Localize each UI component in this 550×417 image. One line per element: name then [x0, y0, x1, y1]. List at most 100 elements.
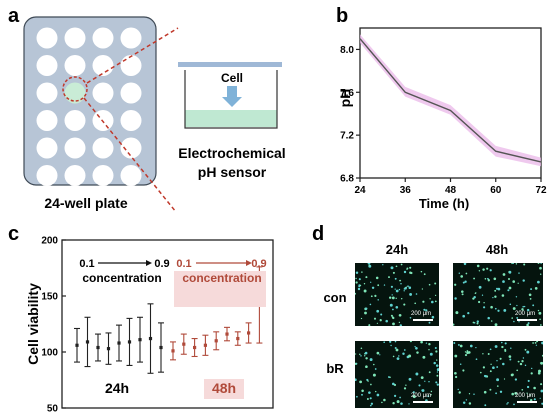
cell-dot — [391, 296, 395, 300]
data-point — [203, 343, 207, 347]
cell-dot — [527, 379, 530, 382]
cell-dot — [376, 351, 380, 355]
cell-dot — [368, 324, 371, 326]
cell-dot — [489, 348, 492, 351]
cell-dot — [394, 288, 396, 290]
cell-dot — [403, 290, 405, 292]
cell-dot — [381, 401, 383, 404]
cell-dot — [423, 308, 426, 311]
cell-dot — [459, 344, 463, 348]
cell-dot — [403, 349, 406, 351]
cell-dot — [526, 323, 529, 326]
cell-dot — [372, 373, 376, 377]
zoom-line-upper — [86, 27, 179, 84]
cell-dot — [359, 353, 361, 356]
cell-dot — [516, 304, 518, 307]
cell-dot — [509, 358, 512, 361]
concentration-highlight — [174, 271, 266, 307]
cell-dot — [454, 371, 457, 375]
cell-dot — [479, 371, 482, 374]
cell-dot — [497, 287, 501, 291]
ph-x-tick-label: 48 — [445, 185, 457, 196]
cell-dot — [390, 266, 394, 270]
cell-dot — [402, 352, 405, 356]
cell-dot — [478, 325, 481, 326]
cell-dot — [475, 358, 478, 361]
cell-dot — [433, 361, 436, 365]
cell-dot — [517, 360, 520, 363]
cell-dot — [465, 399, 468, 401]
data-point — [214, 339, 218, 343]
cell-dot — [472, 321, 475, 324]
cell-dot — [516, 369, 519, 372]
cell-dot — [463, 263, 467, 266]
micrograph-24h-con: 200 μm — [355, 263, 439, 326]
cell-dot — [435, 381, 438, 384]
cell-dot — [422, 355, 426, 359]
cell-dot — [405, 286, 407, 288]
cell-dot — [415, 372, 419, 376]
cell-dot — [365, 365, 368, 369]
sensor-caption-2: pH sensor — [198, 164, 267, 180]
ph-error-band — [360, 34, 541, 167]
cell-dot — [361, 389, 364, 393]
cell-dot — [394, 346, 397, 350]
cell-dot — [516, 316, 519, 319]
well — [120, 110, 142, 131]
cell-dot — [427, 395, 430, 398]
data-point — [106, 347, 111, 351]
cell-dot — [428, 371, 431, 374]
cell-dot — [356, 395, 358, 398]
cell-dot — [483, 306, 486, 309]
cell-dot — [374, 294, 377, 298]
cell-dot — [521, 308, 524, 311]
cell-dot — [453, 342, 456, 344]
cell-dot — [496, 385, 499, 387]
cell-dot — [466, 351, 469, 355]
cell-dot — [435, 364, 439, 367]
cell-dot — [537, 309, 540, 312]
cell-dot — [524, 348, 527, 351]
cell-dot — [414, 302, 417, 305]
cell-dot — [385, 319, 388, 323]
cell-dot — [473, 277, 476, 280]
cell-dot — [510, 347, 512, 349]
cell-dot — [394, 341, 397, 343]
viability-y-tick-label: 100 — [41, 348, 58, 359]
cell-dot — [537, 371, 541, 375]
cell-dot — [467, 311, 470, 315]
ph-y-axis-title: pH — [337, 89, 353, 108]
cell-dot — [539, 397, 541, 399]
cell-dot — [494, 307, 497, 310]
cell-dot — [535, 344, 538, 346]
cell-dot — [434, 300, 437, 303]
cell-dot — [462, 369, 465, 372]
cell-dot — [369, 404, 372, 407]
cell-dot — [428, 283, 431, 286]
ph-x-tick-label: 60 — [490, 185, 502, 196]
cell-dot — [490, 320, 493, 322]
cell-dot — [377, 299, 379, 301]
cell-dot — [521, 388, 524, 391]
cell-dot — [396, 357, 400, 360]
cell-dot — [476, 320, 479, 323]
cell-dot — [486, 267, 489, 270]
cell-dot — [420, 341, 423, 344]
cell-dot — [532, 342, 534, 344]
cell-dot — [459, 363, 462, 365]
cell-dot — [374, 368, 377, 370]
cell-dot — [436, 383, 439, 386]
well — [92, 82, 114, 104]
cell-dot — [363, 283, 366, 285]
col-header-24h: 24h — [386, 242, 408, 257]
cell-dot — [355, 363, 358, 365]
cell-dot — [409, 271, 412, 274]
scale-bar — [413, 401, 433, 403]
cell-dot — [355, 281, 358, 284]
well — [64, 165, 86, 186]
scale-bar — [413, 319, 433, 321]
cell-dot — [526, 350, 530, 354]
cell-dot — [524, 364, 527, 367]
cell-dot — [363, 289, 367, 293]
cell-dot — [408, 403, 410, 405]
